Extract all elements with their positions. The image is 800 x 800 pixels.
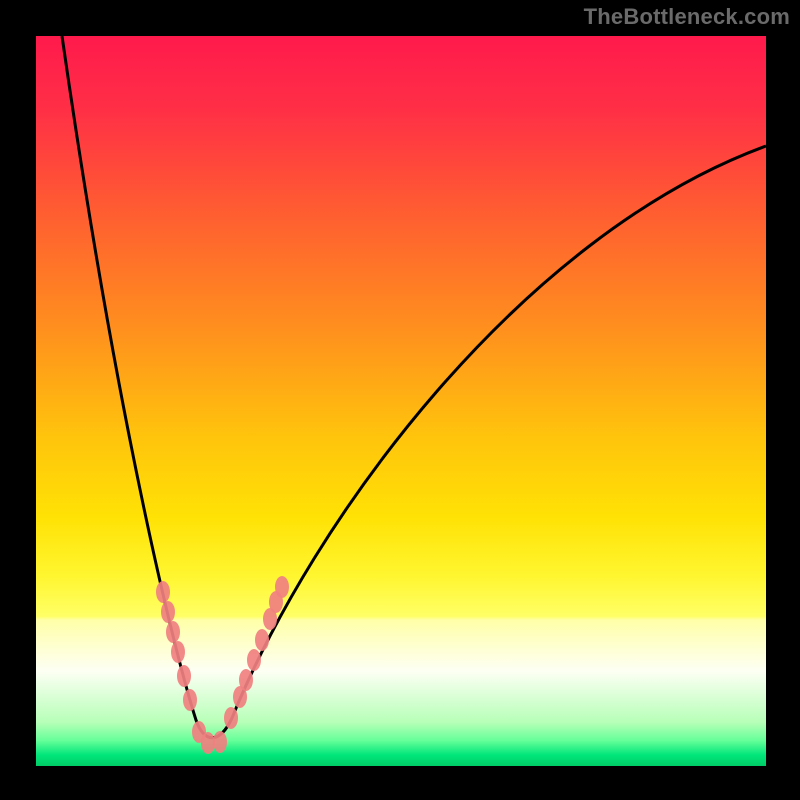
curve-marker [239,669,253,691]
curve-marker [161,601,175,623]
chart-frame: TheBottleneck.com [0,0,800,800]
marker-group [156,576,289,754]
curve-overlay [0,0,800,800]
curve-marker [171,641,185,663]
curve-marker [255,629,269,651]
curve-marker [275,576,289,598]
curve-marker [213,731,227,753]
curve-marker [183,689,197,711]
curve-marker [224,707,238,729]
curve-marker [247,649,261,671]
curve-marker [156,581,170,603]
curve-marker [201,732,215,754]
curve-marker [177,665,191,687]
watermark-text: TheBottleneck.com [584,4,790,30]
curve-marker [166,621,180,643]
